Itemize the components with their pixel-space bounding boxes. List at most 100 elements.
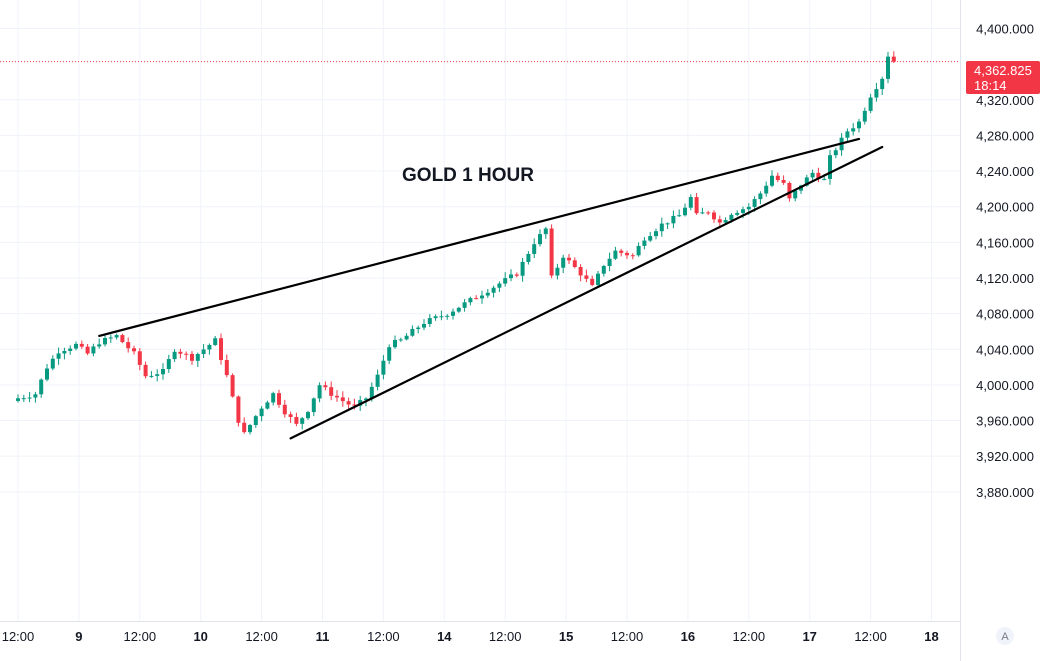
candle <box>677 209 682 217</box>
candle-body <box>532 244 537 254</box>
candle <box>764 181 769 197</box>
candle-body <box>433 316 438 319</box>
candle <box>723 217 728 224</box>
candle <box>433 314 438 321</box>
candle-body <box>288 414 293 418</box>
candle <box>79 340 84 349</box>
candle <box>456 306 461 313</box>
candle <box>317 382 322 403</box>
candle-body <box>219 338 223 361</box>
candle <box>155 369 160 382</box>
candle-body <box>248 425 252 433</box>
candle-body <box>33 394 38 398</box>
price-tick-label: 3,960.000 <box>976 414 1034 429</box>
candle <box>886 51 890 84</box>
candle <box>625 250 629 259</box>
candle <box>619 248 624 257</box>
auto-scale-label[interactable]: A <box>1001 631 1009 643</box>
candle-body <box>741 209 745 213</box>
auto-scale-circle[interactable] <box>996 627 1014 645</box>
candle-body <box>393 339 397 348</box>
candle <box>468 296 473 306</box>
candle <box>793 189 798 202</box>
candle-body <box>213 338 218 345</box>
candle <box>398 337 403 342</box>
candle <box>451 308 455 320</box>
candle <box>91 343 96 357</box>
candle-body <box>503 278 508 284</box>
candle <box>271 391 276 406</box>
candle <box>439 310 444 321</box>
candle-body <box>630 255 635 257</box>
candle-body <box>509 274 513 279</box>
price-axis[interactable]: 4,400.000 4,320.000 4,280.000 4,240.000 4,20… <box>960 0 1035 661</box>
candle <box>561 254 566 274</box>
price-tick-label: 4,040.000 <box>976 342 1034 357</box>
time-tick-label: 9 <box>75 629 82 644</box>
candle-body <box>335 395 339 398</box>
candle-body <box>369 386 374 399</box>
candle-body <box>253 416 258 426</box>
candle <box>845 128 850 143</box>
time-tick-label: 12:00 <box>124 629 157 644</box>
time-tick-label: 18 <box>924 629 938 644</box>
candle-body <box>572 260 577 267</box>
auto-scale-button[interactable]: A <box>996 627 1014 645</box>
candle-body <box>781 179 786 183</box>
candle <box>294 412 299 427</box>
grid-lines <box>0 0 960 621</box>
candle <box>340 391 345 407</box>
candle-body <box>758 193 763 200</box>
candle-body <box>462 302 467 308</box>
candle <box>248 423 252 435</box>
last-price-badge-bg <box>966 61 1040 94</box>
candle-body <box>480 295 484 299</box>
candle-body <box>636 245 641 256</box>
candle-body <box>764 185 769 194</box>
candle-body <box>828 155 832 179</box>
candle-body <box>149 375 154 377</box>
candle <box>288 411 293 423</box>
candle-body <box>445 315 450 317</box>
candle-body <box>601 265 606 274</box>
candle-body <box>845 131 850 138</box>
candle-body <box>810 172 815 178</box>
candle <box>149 371 154 378</box>
candle-body <box>404 335 409 340</box>
candle-body <box>62 350 67 354</box>
candle-body <box>166 359 171 370</box>
candle-body <box>207 344 212 350</box>
price-tick-label: 4,000.000 <box>976 378 1034 393</box>
candle <box>16 394 20 403</box>
candle <box>648 231 653 242</box>
candle-body <box>323 385 328 388</box>
candle-body <box>259 408 264 417</box>
candle-body <box>677 215 682 217</box>
price-tick-label: 4,120.000 <box>976 271 1034 286</box>
candle-body <box>439 316 444 318</box>
candle <box>404 333 409 341</box>
candle-body <box>91 346 96 354</box>
candle <box>828 150 832 185</box>
candle-body <box>874 89 879 98</box>
time-tick-label: 17 <box>802 629 816 644</box>
candle-body <box>282 404 287 415</box>
candle-body <box>729 214 734 221</box>
candle <box>242 417 247 434</box>
candle <box>601 264 606 277</box>
candle <box>132 345 136 355</box>
candle <box>538 229 542 247</box>
time-tick-label: 12:00 <box>2 629 35 644</box>
time-axis[interactable]: 12:00 9 12:00 10 12:00 11 12:00 14 12:00 15 12:00 1… <box>0 621 960 645</box>
candle <box>277 389 281 408</box>
candle-body <box>706 212 711 214</box>
time-tick-label: 16 <box>681 629 695 644</box>
price-tick-label: 3,920.000 <box>976 449 1034 464</box>
candle <box>207 343 212 355</box>
candle <box>688 194 693 211</box>
price-tick-label: 4,400.000 <box>976 22 1034 37</box>
candle-body <box>752 199 757 207</box>
price-tick-label: 4,200.000 <box>976 200 1034 215</box>
candle-body <box>880 78 885 90</box>
